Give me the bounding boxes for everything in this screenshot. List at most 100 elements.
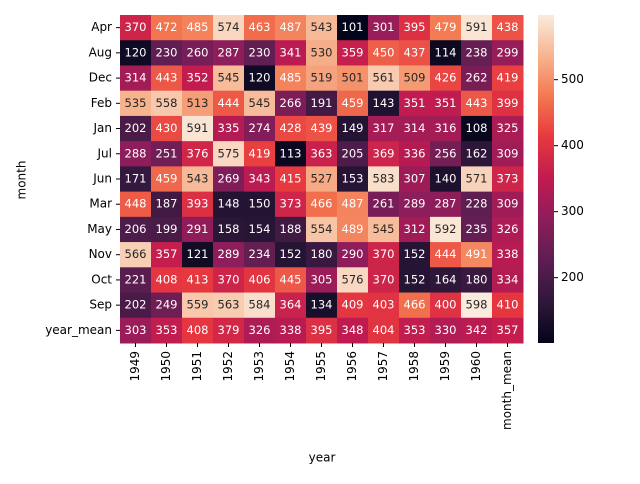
heatmap-cell	[120, 317, 152, 344]
cell-label: 262	[466, 71, 488, 85]
cell-label: 113	[280, 146, 302, 160]
heatmap-cell	[430, 90, 462, 117]
y-tick-label: Nov	[89, 247, 112, 261]
heatmap-cell	[368, 216, 400, 243]
heatmap-cell	[399, 191, 431, 218]
heatmap-cell	[120, 242, 152, 268]
heatmap-cell	[430, 191, 462, 218]
cell-label: 395	[404, 20, 426, 34]
x-axis-label: year	[309, 451, 336, 465]
cell-label: 326	[249, 323, 271, 337]
cell-label: 574	[218, 20, 240, 34]
cell-label: 393	[187, 197, 209, 211]
heatmap-cell	[399, 115, 431, 142]
cell-label: 487	[280, 20, 302, 34]
heatmap-cell	[492, 317, 524, 344]
cell-label: 134	[311, 298, 333, 312]
heatmap-cell	[430, 317, 462, 344]
cell-label: 592	[435, 222, 457, 236]
heatmap-cell	[151, 15, 183, 41]
cell-label: 584	[249, 298, 271, 312]
heatmap-cell	[275, 242, 307, 268]
cell-label: 309	[497, 197, 519, 211]
heatmap-cell	[337, 267, 369, 294]
heatmap-cell	[151, 317, 183, 344]
cell-label: 230	[156, 45, 178, 59]
cell-label: 519	[311, 71, 333, 85]
heatmap-cell	[151, 292, 183, 319]
cell-label: 443	[466, 96, 488, 110]
heatmap-cell	[244, 166, 276, 193]
cell-label: 404	[373, 323, 395, 337]
y-tick-label: Jan	[93, 121, 113, 135]
cell-label: 535	[125, 96, 147, 110]
cell-label: 439	[311, 121, 333, 135]
cell-label: 543	[311, 20, 333, 34]
cell-label: 206	[125, 222, 147, 236]
heatmap-cell	[368, 141, 400, 167]
cell-label: 450	[373, 45, 395, 59]
heatmap-cell	[461, 15, 493, 41]
heatmap-cell	[399, 90, 431, 117]
cell-label: 288	[125, 146, 147, 160]
cell-label: 256	[435, 146, 457, 160]
x-tick-label: 1954	[283, 351, 297, 382]
heatmap-cell	[151, 166, 183, 193]
heatmap-cell	[244, 216, 276, 243]
heatmap-cell	[213, 65, 245, 92]
heatmap-cell	[120, 115, 152, 142]
heatmap-cell	[244, 65, 276, 92]
x-tick-label: 1957	[376, 351, 390, 382]
heatmap-cell	[337, 65, 369, 92]
x-tick-label: 1955	[314, 351, 328, 382]
heatmap-cell	[120, 40, 152, 66]
cell-label: 351	[404, 96, 426, 110]
cell-label: 180	[311, 247, 333, 261]
heatmap-cell	[244, 267, 276, 294]
heatmap-cell	[151, 90, 183, 117]
cell-label: 353	[156, 323, 178, 337]
cell-label: 400	[435, 298, 457, 312]
cell-label: 114	[435, 45, 457, 59]
cell-label: 561	[373, 71, 395, 85]
cell-label: 325	[497, 121, 519, 135]
cell-label: 575	[218, 146, 240, 160]
cell-label: 359	[342, 45, 364, 59]
heatmap-cell	[213, 242, 245, 268]
heatmap-cell	[337, 90, 369, 117]
heatmap-cell	[461, 317, 493, 344]
cell-label: 403	[373, 298, 395, 312]
cell-label: 370	[373, 247, 395, 261]
heatmap-cell	[368, 115, 400, 142]
heatmap-cell	[461, 267, 493, 294]
heatmap-cell	[368, 267, 400, 294]
cell-label: 303	[125, 323, 147, 337]
cell-label: 140	[435, 172, 457, 186]
cell-label: 479	[435, 20, 457, 34]
heatmap-cell	[399, 65, 431, 92]
heatmap-cell	[275, 292, 307, 319]
cell-label: 466	[311, 197, 333, 211]
heatmap-cell	[337, 141, 369, 167]
cell-label: 491	[466, 247, 488, 261]
cell-label: 463	[249, 20, 271, 34]
cell-label: 154	[249, 222, 271, 236]
cell-label: 576	[342, 272, 364, 286]
cell-label: 466	[404, 298, 426, 312]
x-tick-label: 1951	[190, 351, 204, 382]
cell-label: 437	[404, 45, 426, 59]
cell-label: 487	[342, 197, 364, 211]
cell-label: 426	[435, 71, 457, 85]
cell-label: 330	[435, 323, 457, 337]
cell-label: 235	[466, 222, 488, 236]
cell-label: 370	[373, 272, 395, 286]
y-tick-label: Dec	[89, 71, 112, 85]
cell-label: 152	[280, 247, 302, 261]
cell-label: 290	[342, 247, 364, 261]
heatmap-cell	[399, 216, 431, 243]
cell-label: 230	[249, 45, 271, 59]
heatmap-cell	[430, 292, 462, 319]
y-axis-label: month	[15, 161, 29, 200]
x-tick-label: 1953	[252, 351, 266, 382]
heatmap-cell	[306, 191, 338, 218]
